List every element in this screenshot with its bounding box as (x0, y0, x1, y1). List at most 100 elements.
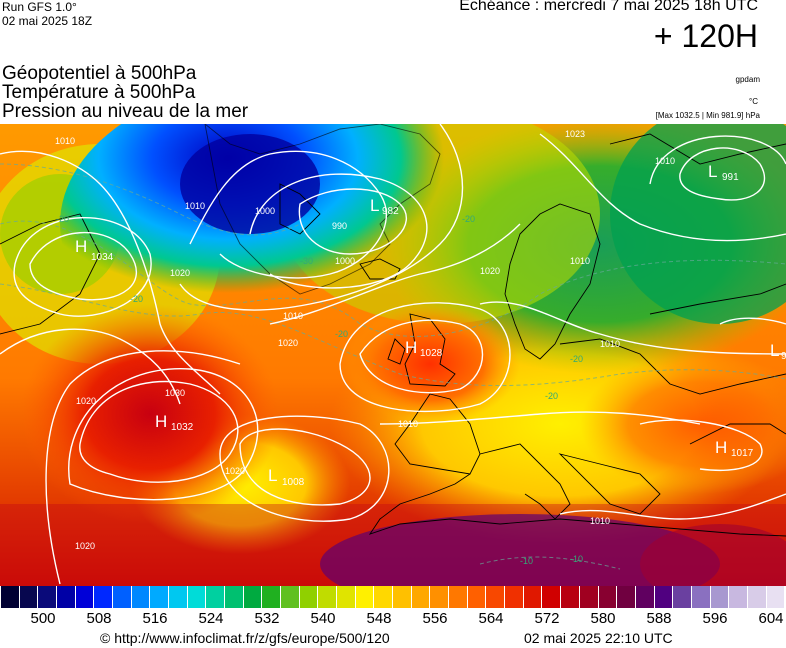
svg-text:H: H (155, 412, 167, 431)
colorbar-ticks: 500 508 516 524 532 540 548 556 564 572 … (0, 610, 786, 628)
colorbar-tick: 556 (422, 610, 448, 627)
colorbar-swatch (1, 586, 20, 608)
svg-text:-20: -20 (56, 214, 69, 224)
title-temperature: Température à 500hPa (2, 82, 196, 103)
svg-text:1010: 1010 (398, 419, 418, 429)
colorbar-swatch (617, 586, 636, 608)
colorbar-swatch (411, 586, 431, 608)
svg-text:1028: 1028 (420, 348, 443, 359)
svg-text:1023: 1023 (565, 129, 585, 139)
svg-text:1010: 1010 (590, 516, 610, 526)
colorbar-swatch (486, 586, 506, 608)
colorbar-swatch (523, 586, 543, 608)
colorbar-tick: 596 (702, 610, 728, 627)
colorbar-tick: 508 (86, 610, 112, 627)
colorbar-swatch (710, 586, 730, 608)
colorbar-swatch (19, 586, 39, 608)
high-center: H 1028 (405, 338, 443, 359)
colorbar-tick: 588 (646, 610, 672, 627)
run-label: Run GFS 1.0° (2, 0, 77, 14)
svg-text:1020: 1020 (480, 266, 500, 276)
colorbar-swatch (691, 586, 711, 608)
svg-text:1010: 1010 (600, 339, 620, 349)
colorbar-swatch (131, 586, 151, 608)
svg-text:991: 991 (722, 172, 739, 183)
colorbar-tick: 540 (310, 610, 336, 627)
svg-text:1010: 1010 (185, 201, 205, 211)
colorbar-tick: 572 (534, 610, 560, 627)
title-geopotential: Géopotentiel à 500hPa (2, 63, 197, 84)
colorbar-swatch (467, 586, 487, 608)
colorbar (1, 586, 786, 608)
svg-text:-20: -20 (545, 391, 558, 401)
colorbar-tick: 564 (478, 610, 504, 627)
svg-text:1020: 1020 (76, 396, 96, 406)
svg-text:L: L (370, 196, 379, 215)
pressure-labels: 1010 1010 1000 990 1000 1020 1010 1020 1… (55, 129, 675, 551)
svg-text:-20: -20 (130, 294, 143, 304)
svg-text:1034: 1034 (91, 252, 114, 263)
lead-time: + 120H (653, 18, 758, 54)
colorbar-tick: 532 (254, 610, 280, 627)
colorbar-tick: 580 (590, 610, 616, 627)
colorbar-swatch (150, 586, 170, 608)
low-center: L 982 (370, 196, 399, 217)
unit-celsius: °C (749, 97, 758, 106)
svg-text:1010: 1010 (283, 311, 303, 321)
run-date: 02 mai 2025 18Z (2, 14, 93, 28)
low-center: L 1008 (268, 466, 305, 488)
forecast-map[interactable]: 1010 1010 1000 990 1000 1020 1010 1020 1… (0, 124, 786, 586)
colorbar-swatch (38, 586, 58, 608)
title-pressure: Pression au niveau de la mer (2, 101, 249, 122)
svg-text:1010: 1010 (55, 136, 75, 146)
colorbar-swatch (449, 586, 468, 608)
svg-text:1020: 1020 (75, 541, 95, 551)
svg-text:1017: 1017 (731, 448, 754, 459)
colorbar-swatch (579, 586, 599, 608)
colorbar-swatch (729, 586, 748, 608)
svg-text:H: H (75, 237, 87, 256)
colorbar-swatch (206, 586, 226, 608)
svg-text:9: 9 (781, 351, 786, 362)
colorbar-tick: 524 (198, 610, 224, 627)
unit-gpdam: gpdam (735, 75, 760, 84)
colorbar-swatch (337, 586, 356, 608)
isotherms (0, 163, 786, 570)
colorbar-swatch (318, 586, 338, 608)
colorbar-tick: 516 (142, 610, 168, 627)
svg-text:H: H (715, 438, 727, 457)
colorbar-swatch (243, 586, 263, 608)
colorbar-swatch (187, 586, 207, 608)
colorbar-tick: 548 (366, 610, 392, 627)
colorbar-swatch (281, 586, 300, 608)
svg-text:1000: 1000 (255, 206, 275, 216)
svg-text:982: 982 (382, 206, 399, 217)
temperature-labels: -20 -20 -20 -20 -20 -30 -20 -10 -10 (56, 214, 583, 566)
svg-text:L: L (268, 466, 277, 485)
colorbar-swatch (673, 586, 692, 608)
colorbar-tick: 500 (30, 610, 56, 627)
colorbar-swatch (598, 586, 618, 608)
isobars (0, 124, 786, 585)
svg-text:1030: 1030 (165, 388, 185, 398)
copyright-link[interactable]: © http://www.infoclimat.fr/z/gfs/europe/… (100, 630, 390, 646)
svg-text:-30: -30 (300, 256, 313, 266)
colorbar-swatch (654, 586, 674, 608)
colorbar-swatch (766, 586, 786, 608)
pressure-max-min: [Max 1032.5 | Min 981.9] hPa (655, 111, 760, 120)
colorbar-swatch (561, 586, 580, 608)
colorbar-swatch (355, 586, 375, 608)
svg-text:990: 990 (332, 221, 347, 231)
generated-time: 02 mai 2025 22:10 UTC (524, 630, 673, 646)
colorbar-swatch (75, 586, 95, 608)
svg-text:1032: 1032 (171, 422, 194, 433)
svg-text:1020: 1020 (170, 268, 190, 278)
svg-text:1008: 1008 (282, 477, 305, 488)
colorbar-swatch (635, 586, 655, 608)
high-center: H 1032 (155, 412, 194, 433)
svg-text:1000: 1000 (335, 256, 355, 266)
svg-text:H: H (405, 338, 417, 357)
high-center: H 1017 (715, 438, 754, 459)
